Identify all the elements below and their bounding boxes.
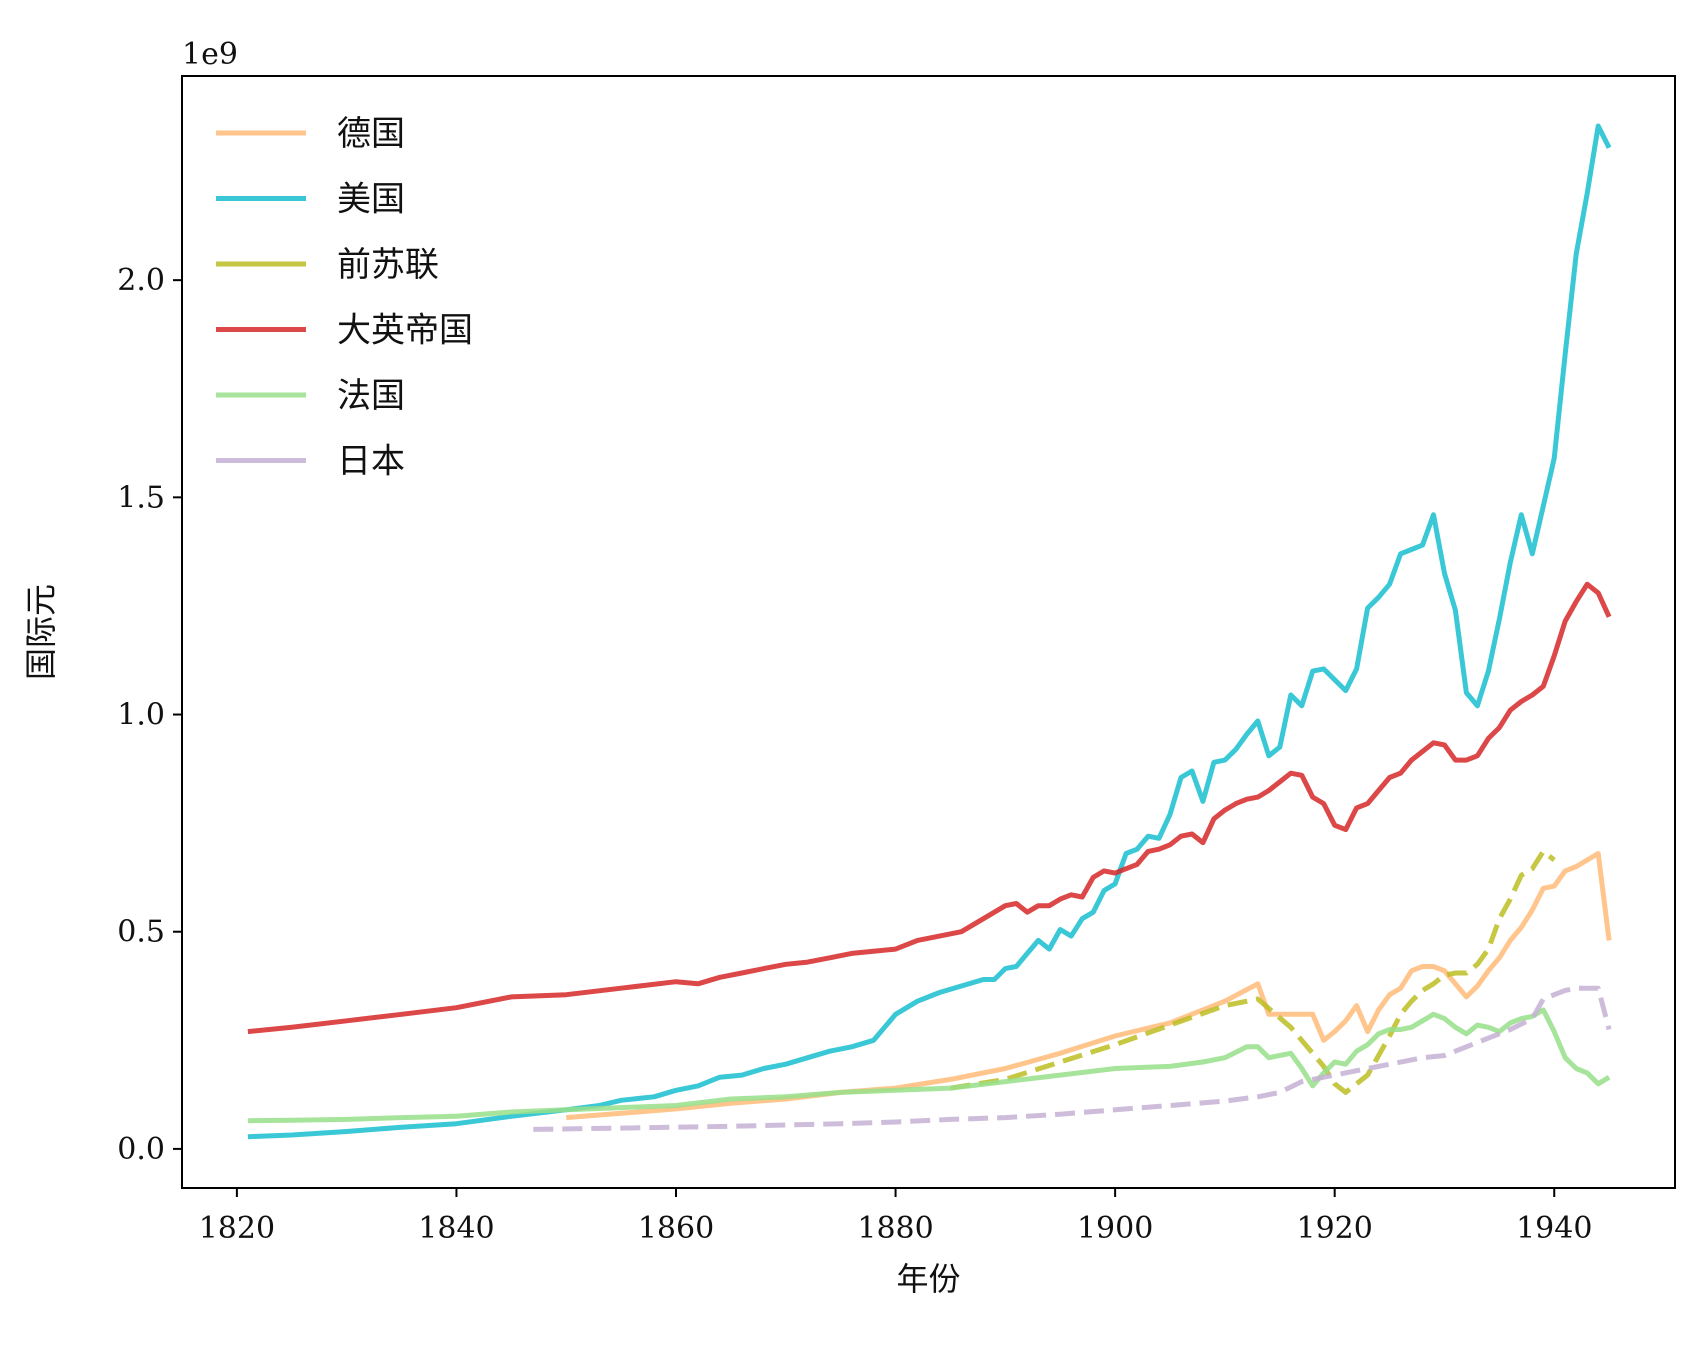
series-line-3 [247,581,1612,1035]
x-tick-label: 1840 [418,1211,494,1246]
y-tick-label: 1.5 [117,480,165,515]
legend-label-5: 日本 [337,442,405,482]
legend-label-3: 大英帝国 [337,311,473,351]
series-line-4 [247,1007,1611,1124]
legend-label-1: 美国 [337,180,405,220]
series-line-2 [950,848,1556,1095]
series-line-5 [533,985,1612,1132]
series-layer [247,123,1612,1140]
legend-label-2: 前苏联 [337,245,439,285]
legend-label-0: 德国 [337,114,405,154]
y-tick-label: 0.5 [117,915,165,950]
x-tick-label: 1820 [199,1211,275,1246]
x-axis-label: 年份 [896,1260,960,1298]
legend-label-4: 法国 [337,376,405,416]
y-tick-label: 2.0 [117,263,165,298]
y-tick-label: 1.0 [117,698,165,733]
series-line-1 [247,123,1612,1140]
x-tick-label: 1900 [1077,1211,1153,1246]
x-tick-label: 1860 [638,1211,714,1246]
x-tick-label: 1880 [857,1211,933,1246]
axes-layer: 1820 1840 1860 1880 1900 1920 1940 0.0 0.5 1.0 1.5… [117,75,1676,1246]
x-tick-label: 1920 [1297,1211,1373,1246]
y-axis-offset-label: 1e9 [182,37,238,72]
series-line-0 [566,851,1612,1121]
y-tick-label: 0.0 [117,1132,165,1167]
plot-frame [181,75,1676,1189]
x-tick-label: 1940 [1516,1211,1592,1246]
y-axis-label: 国际元 [22,584,60,680]
